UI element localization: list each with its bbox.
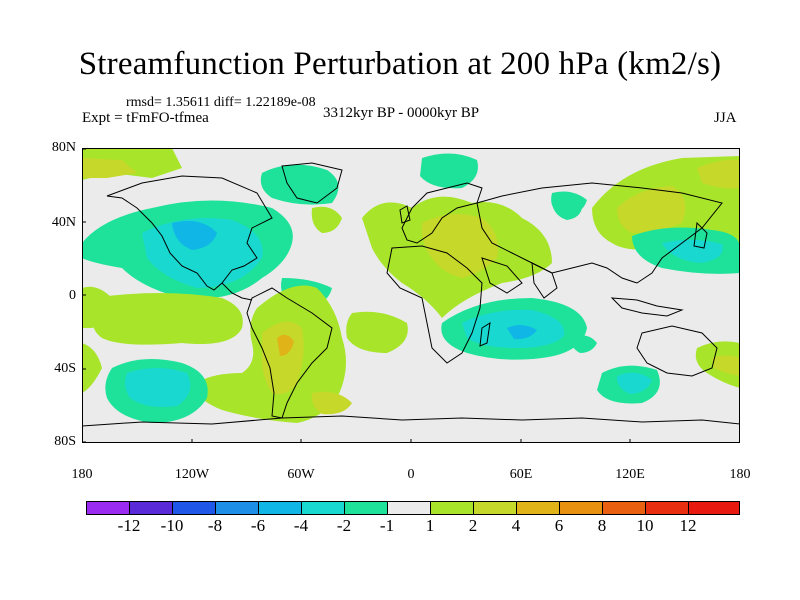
colorbar-swatch-11 [516, 501, 560, 515]
period-label: 3312kyr BP - 0000kyr BP [323, 105, 479, 122]
streamfunction-map [82, 148, 740, 443]
season-label: JJA [714, 110, 737, 127]
colorbar-label: -10 [152, 516, 192, 536]
colorbar-label: -12 [109, 516, 149, 536]
colorbar-label: -4 [281, 516, 321, 536]
lat-label-80s: 80S [36, 434, 76, 450]
colorbar-label: 1 [410, 516, 450, 536]
contour-pos-1-east-pacific [91, 293, 243, 345]
colorbar-swatch-15 [688, 501, 740, 515]
colorbar-label: 4 [496, 516, 536, 536]
lon-label-120e: 120E [600, 467, 660, 483]
lat-label-80n: 80N [36, 140, 76, 156]
colorbar-label: 6 [539, 516, 579, 536]
colorbar-swatch-8 [387, 501, 431, 515]
colorbar-label: -6 [238, 516, 278, 536]
lat-label-40s: 40S [36, 361, 76, 377]
lon-label-60e: 60E [491, 467, 551, 483]
lon-label-0: 0 [381, 467, 441, 483]
colorbar-label: 2 [453, 516, 493, 536]
plot-title: Streamfunction Perturbation at 200 hPa (… [0, 46, 800, 83]
lon-label-180w: 180 [52, 467, 112, 483]
colorbar-label: 8 [582, 516, 622, 536]
lon-label-60w: 60W [271, 467, 331, 483]
colorbar-swatch-7 [344, 501, 388, 515]
lat-label-40n: 40N [36, 215, 76, 231]
colorbar-swatch-10 [473, 501, 517, 515]
colorbar-swatch-6 [301, 501, 345, 515]
colorbar-swatch-3 [172, 501, 216, 515]
colorbar-swatch-1 [86, 501, 130, 515]
colorbar-swatch-13 [602, 501, 646, 515]
colorbar-swatch-4 [215, 501, 259, 515]
colorbar-label: 10 [625, 516, 665, 536]
colorbar-label: -8 [195, 516, 235, 536]
colorbar-label: -1 [367, 516, 407, 536]
experiment-label: Expt = tFmFO-tfmea [82, 110, 209, 127]
lon-label-120w: 120W [162, 467, 222, 483]
colorbar-label: -2 [324, 516, 364, 536]
colorbar-swatch-14 [645, 501, 689, 515]
colorbar-swatch-9 [430, 501, 474, 515]
colorbar-swatch-12 [559, 501, 603, 515]
colorbar-swatch-2 [129, 501, 173, 515]
lat-label-0: 0 [36, 288, 76, 304]
colorbar-swatch-5 [258, 501, 302, 515]
colorbar-label: 12 [668, 516, 708, 536]
lon-label-180e: 180 [710, 467, 770, 483]
rmsd-diff-stats: rmsd= 1.35611 diff= 1.22189e-08 [126, 95, 316, 111]
